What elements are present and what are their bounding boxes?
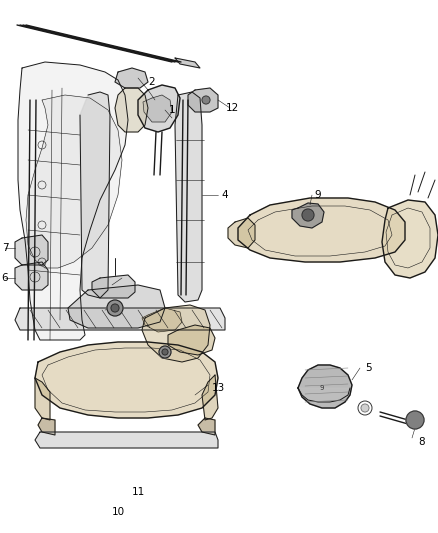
- Polygon shape: [115, 88, 148, 132]
- Polygon shape: [80, 92, 110, 298]
- Polygon shape: [228, 218, 255, 248]
- Polygon shape: [15, 235, 48, 265]
- Circle shape: [361, 404, 369, 412]
- Circle shape: [358, 401, 372, 415]
- Polygon shape: [168, 325, 215, 355]
- Polygon shape: [35, 378, 50, 420]
- Polygon shape: [175, 92, 202, 302]
- Polygon shape: [382, 200, 438, 278]
- Text: 4: 4: [222, 190, 228, 200]
- Polygon shape: [68, 285, 165, 328]
- Polygon shape: [198, 418, 215, 435]
- Polygon shape: [138, 85, 180, 132]
- Text: 10: 10: [111, 507, 124, 517]
- Circle shape: [111, 304, 119, 312]
- Polygon shape: [35, 432, 218, 448]
- Polygon shape: [35, 342, 218, 418]
- Text: 1: 1: [169, 105, 175, 115]
- Polygon shape: [202, 375, 218, 420]
- Polygon shape: [143, 95, 172, 122]
- Circle shape: [159, 346, 171, 358]
- Text: 13: 13: [212, 383, 225, 393]
- Polygon shape: [298, 365, 352, 408]
- Polygon shape: [142, 305, 210, 362]
- Polygon shape: [18, 62, 128, 340]
- Circle shape: [107, 300, 123, 316]
- Polygon shape: [115, 68, 148, 88]
- Text: 11: 11: [131, 487, 145, 497]
- Text: 7: 7: [2, 243, 8, 253]
- Polygon shape: [15, 262, 48, 290]
- Polygon shape: [238, 198, 405, 262]
- Polygon shape: [188, 88, 218, 112]
- Circle shape: [406, 411, 424, 429]
- Text: 12: 12: [226, 103, 239, 113]
- Polygon shape: [292, 203, 324, 228]
- Text: 6: 6: [2, 273, 8, 283]
- Polygon shape: [15, 308, 225, 330]
- Text: 2: 2: [148, 77, 155, 87]
- Polygon shape: [298, 388, 350, 402]
- Circle shape: [202, 96, 210, 104]
- Polygon shape: [38, 418, 55, 435]
- Circle shape: [302, 209, 314, 221]
- Circle shape: [162, 349, 168, 355]
- Text: 5: 5: [365, 363, 371, 373]
- Polygon shape: [142, 308, 182, 332]
- Polygon shape: [175, 58, 200, 68]
- Polygon shape: [92, 275, 135, 298]
- Text: 8: 8: [419, 437, 425, 447]
- Text: 9: 9: [320, 385, 324, 391]
- Text: 9: 9: [314, 190, 321, 200]
- Polygon shape: [26, 95, 122, 268]
